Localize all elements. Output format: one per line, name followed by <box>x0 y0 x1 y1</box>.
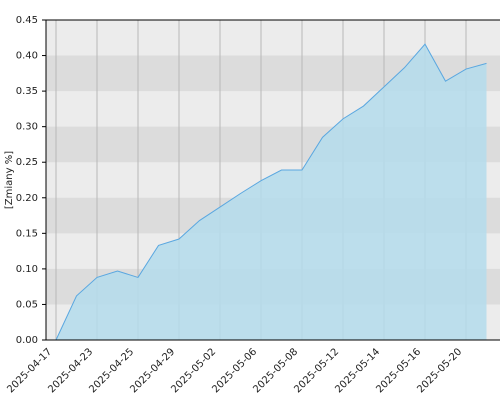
y-tick-label: 0.35 <box>16 86 38 97</box>
y-tick-label: 0.25 <box>16 157 38 168</box>
y-tick-label: 0.15 <box>16 228 38 239</box>
y-tick-label: 0.20 <box>16 193 38 204</box>
y-axis-label: [Zmiany %] <box>4 151 15 209</box>
y-tick-label: 0.40 <box>16 51 38 62</box>
y-tick-label: 0.05 <box>16 299 38 310</box>
y-tick-label: 0.10 <box>16 264 38 275</box>
area-fill <box>56 44 487 341</box>
area-line <box>55 43 487 341</box>
y-tick-label: 0.30 <box>16 122 38 133</box>
y-tick-label: 0.00 <box>16 335 38 346</box>
y-tick-label: 0.45 <box>16 15 38 26</box>
